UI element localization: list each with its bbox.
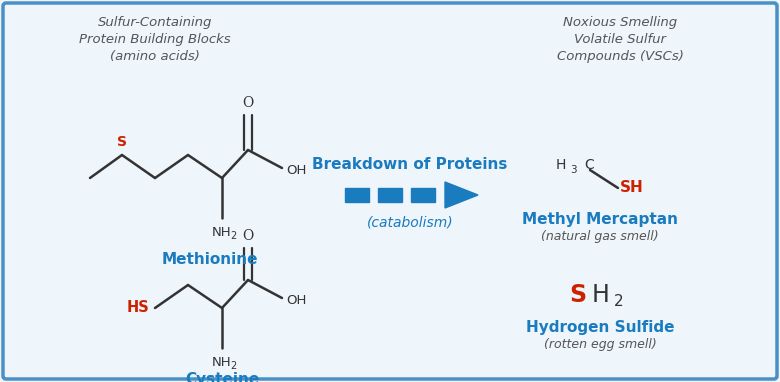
Text: O: O [243, 229, 254, 243]
Text: 2: 2 [230, 231, 236, 241]
Text: 3: 3 [570, 165, 576, 175]
Text: NH: NH [212, 356, 232, 369]
Text: HS: HS [126, 301, 149, 316]
Text: OH: OH [286, 163, 307, 176]
Text: 2: 2 [230, 361, 236, 371]
Text: H: H [592, 283, 610, 307]
Text: Hydrogen Sulfide: Hydrogen Sulfide [526, 320, 674, 335]
Text: Breakdown of Proteins: Breakdown of Proteins [312, 157, 508, 172]
Text: (catabolism): (catabolism) [367, 215, 453, 229]
Bar [345, 188, 369, 202]
Text: NH: NH [212, 226, 232, 239]
Bar [378, 188, 402, 202]
Text: 2: 2 [614, 293, 624, 309]
Polygon shape [445, 182, 478, 208]
Bar [411, 188, 435, 202]
Text: C: C [584, 158, 594, 172]
Text: Sulfur-Containing
Protein Building Blocks
(amino acids): Sulfur-Containing Protein Building Block… [80, 16, 231, 63]
Text: O: O [243, 96, 254, 110]
Text: (rotten egg smell): (rotten egg smell) [544, 338, 657, 351]
Text: H: H [555, 158, 566, 172]
FancyBboxPatch shape [3, 3, 777, 379]
Text: (natural gas smell): (natural gas smell) [541, 230, 659, 243]
Text: OH: OH [286, 293, 307, 306]
Text: Methionine: Methionine [161, 252, 258, 267]
Text: S: S [569, 283, 586, 307]
Text: S: S [117, 135, 127, 149]
Text: Cysteine: Cysteine [185, 372, 259, 382]
Text: SH: SH [620, 181, 644, 196]
Text: Noxious Smelling
Volatile Sulfur
Compounds (VSCs): Noxious Smelling Volatile Sulfur Compoun… [557, 16, 683, 63]
Text: Methyl Mercaptan: Methyl Mercaptan [522, 212, 678, 227]
